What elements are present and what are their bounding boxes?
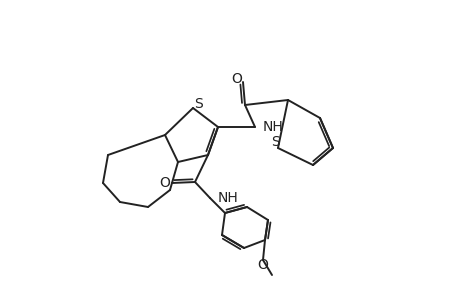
Text: O: O — [159, 176, 170, 190]
Text: NH: NH — [263, 120, 283, 134]
Text: S: S — [271, 135, 280, 149]
Text: S: S — [194, 97, 203, 111]
Text: O: O — [257, 258, 268, 272]
Text: O: O — [231, 72, 242, 86]
Text: NH: NH — [218, 191, 238, 205]
